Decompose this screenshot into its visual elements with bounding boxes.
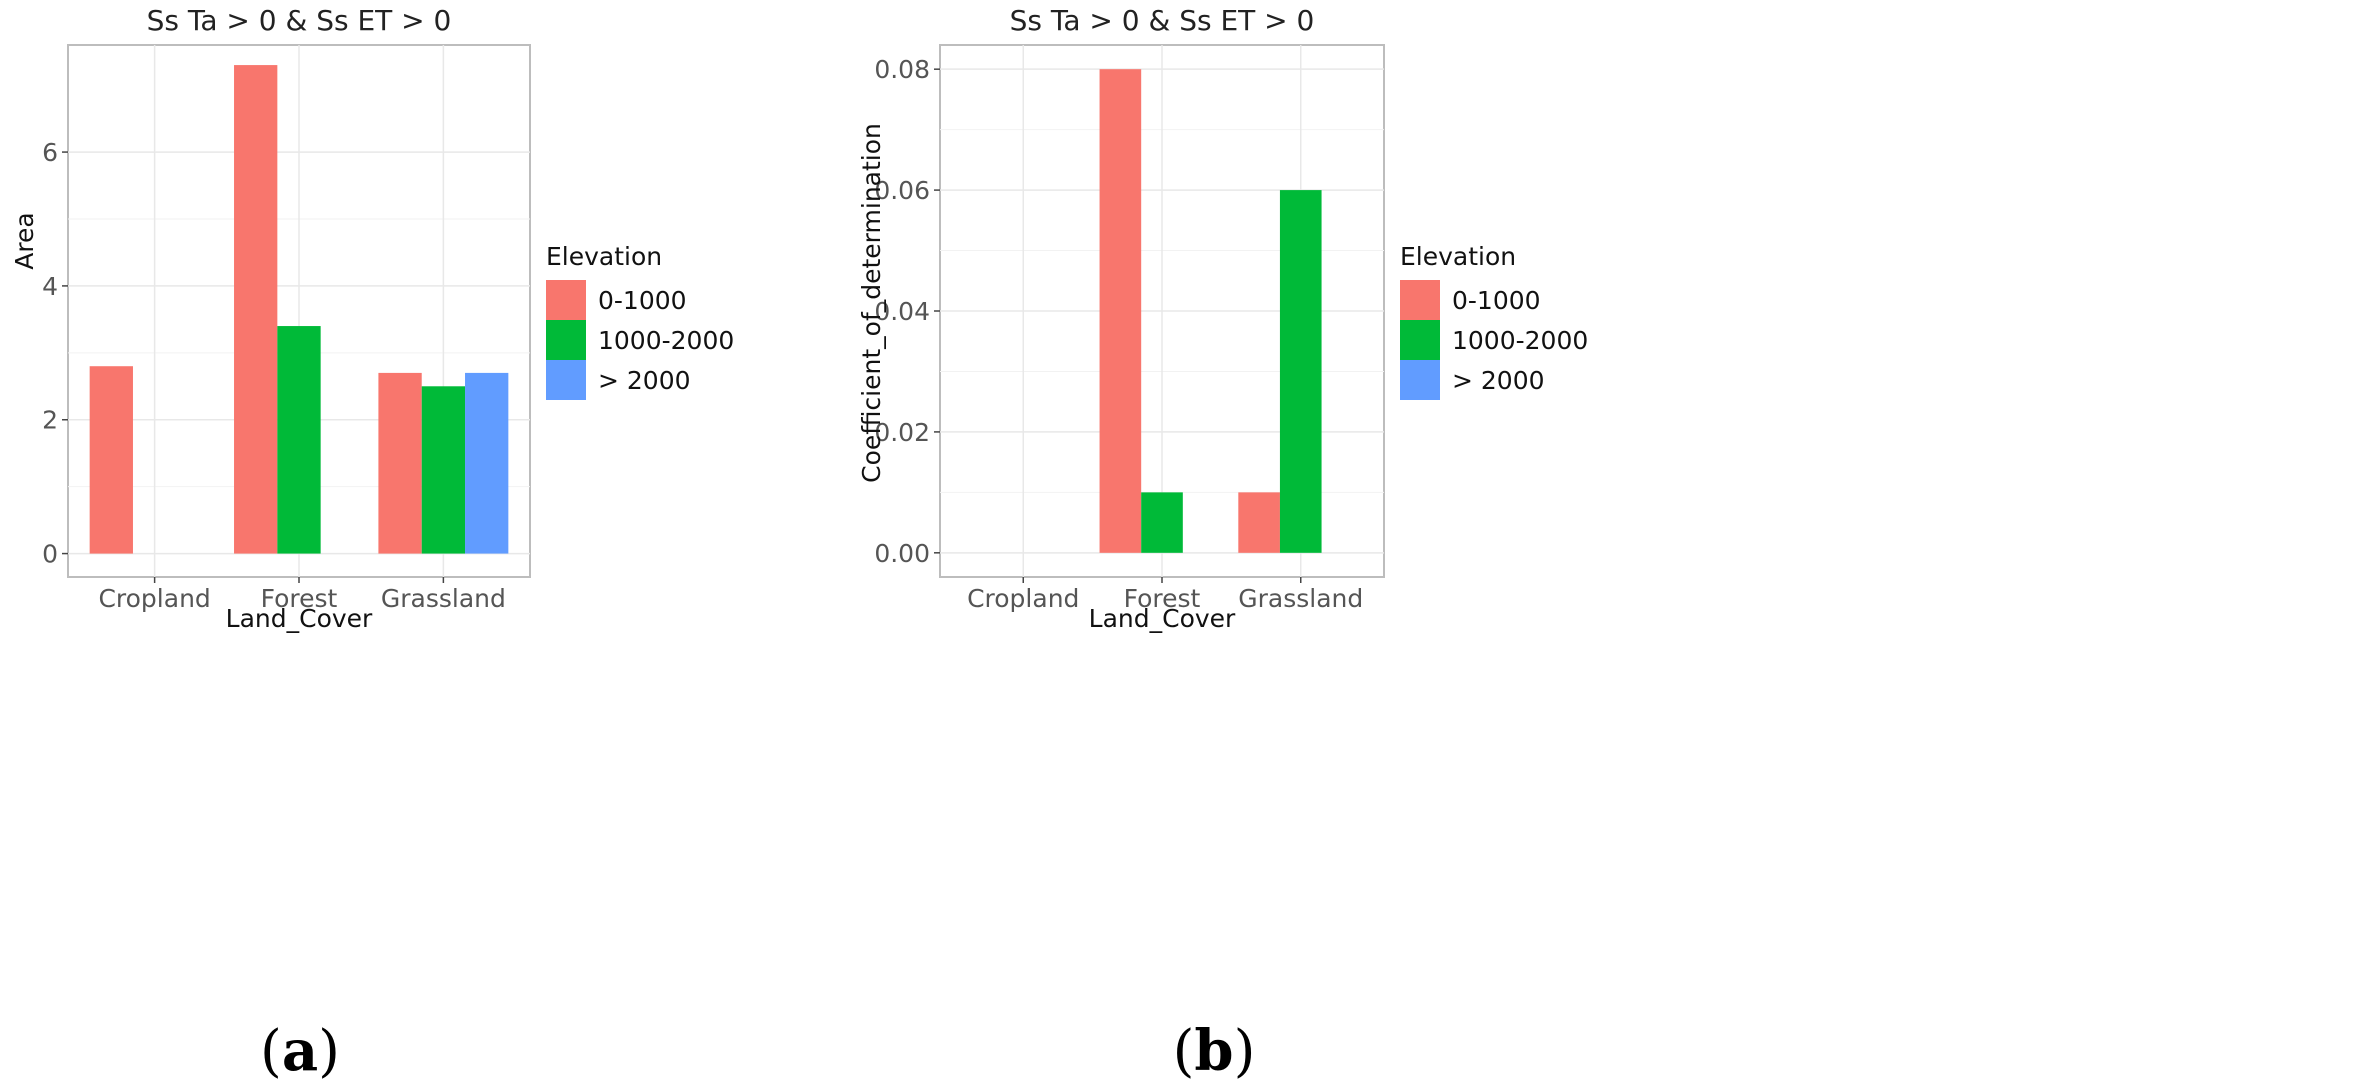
- legend-a: Elevation 0-1000 1000-2000 > 2000: [546, 242, 734, 400]
- legend-label-b-2: > 2000: [1452, 366, 1545, 395]
- panel-label-b-letter: b: [1194, 1018, 1233, 1084]
- legend-label-a-1: 1000-2000: [598, 326, 734, 355]
- legend-label-b-0: 0-1000: [1452, 286, 1541, 315]
- bar-a-cropland-0: [89, 366, 133, 554]
- legend-key-b-2: [1400, 360, 1440, 400]
- legend-key-a-2: [546, 360, 586, 400]
- bar-a-grassland-0: [378, 372, 422, 554]
- bar-a-grassland-2: [465, 372, 509, 554]
- y-axis-title-a: Area: [10, 212, 39, 270]
- legend-label-a-2: > 2000: [598, 366, 691, 395]
- chart-title-b: Ss Ta > 0 & Ss ET > 0: [1010, 4, 1315, 37]
- bars-b: [1099, 69, 1322, 553]
- bars-a: [89, 65, 509, 554]
- panel-label-a-letter: a: [282, 1018, 318, 1084]
- chart-panel-a: 0 2 4 6 Cropland Forest Grassland Ss Ta > 0 &…: [10, 4, 734, 1084]
- panel-label-b: (b): [1173, 1018, 1256, 1084]
- y-tick-label-a-1: 2: [42, 406, 58, 435]
- x-ticks-a: Cropland Forest Grassland: [98, 577, 506, 613]
- legend-label-b-1: 1000-2000: [1452, 326, 1588, 355]
- y-ticks-b: 0.00 0.02 0.04 0.06 0.08: [874, 55, 940, 568]
- x-tick-label-a-1: Forest: [261, 584, 338, 613]
- y-tick-label-b-3: 0.06: [874, 176, 930, 205]
- y-axis-title-b: Coefficient_of_determination: [857, 123, 886, 483]
- legend-key-b-1: [1400, 320, 1440, 360]
- legend-b: Elevation 0-1000 1000-2000 > 2000: [1400, 242, 1588, 400]
- legend-title-b: Elevation: [1400, 242, 1516, 271]
- legend-title-a: Elevation: [546, 242, 662, 271]
- y-tick-label-b-4: 0.08: [874, 55, 930, 84]
- y-tick-label-b-2: 0.04: [874, 297, 930, 326]
- x-tick-label-b-0: Cropland: [967, 584, 1079, 613]
- bar-a-grassland-1: [421, 386, 466, 554]
- y-tick-label-a-2: 4: [42, 272, 58, 301]
- x-axis-title-b: Land_Cover: [1089, 604, 1236, 633]
- y-tick-label-b-1: 0.02: [874, 418, 930, 447]
- y-tick-label-a-3: 6: [42, 138, 58, 167]
- bar-a-forest-0: [234, 65, 278, 554]
- x-axis-title-a: Land_Cover: [226, 604, 373, 633]
- legend-key-b-0: [1400, 280, 1440, 320]
- chart-panel-b: 0.00 0.02 0.04 0.06 0.08 Cropland Forest Grass…: [857, 4, 1588, 1084]
- legend-key-a-1: [546, 320, 586, 360]
- y-tick-label-a-0: 0: [42, 540, 58, 569]
- bar-b-grassland-1: [1279, 190, 1322, 553]
- x-tick-label-a-2: Grassland: [381, 584, 506, 613]
- y-ticks-a: 0 2 4 6: [42, 138, 68, 569]
- bar-b-forest-0: [1099, 69, 1142, 553]
- x-tick-label-a-0: Cropland: [98, 584, 210, 613]
- bar-a-forest-1: [277, 326, 321, 554]
- legend-key-a-0: [546, 280, 586, 320]
- y-tick-label-b-0: 0.00: [874, 539, 930, 568]
- bar-b-grassland-0: [1238, 492, 1280, 553]
- panel-label-a: (a): [260, 1018, 340, 1084]
- chart-title-a: Ss Ta > 0 & Ss ET > 0: [147, 4, 452, 37]
- x-tick-label-b-2: Grassland: [1238, 584, 1363, 613]
- x-ticks-b: Cropland Forest Grassland: [967, 577, 1363, 613]
- bar-b-forest-1: [1141, 492, 1183, 553]
- legend-label-a-0: 0-1000: [598, 286, 687, 315]
- x-tick-label-b-1: Forest: [1124, 584, 1201, 613]
